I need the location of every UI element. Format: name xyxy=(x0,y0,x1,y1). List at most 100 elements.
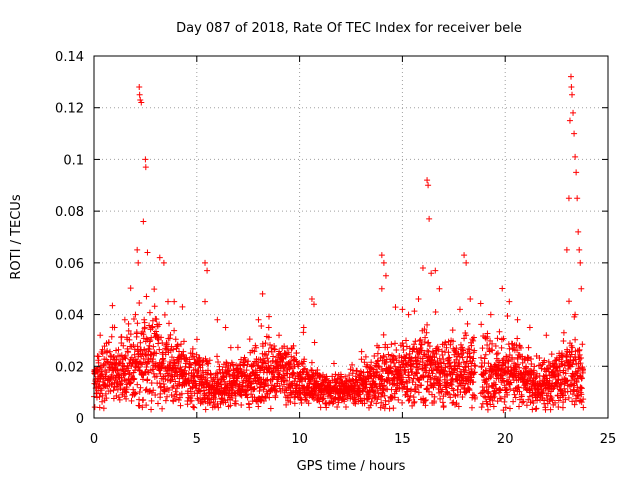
data-point xyxy=(536,355,543,362)
data-point xyxy=(266,394,273,401)
data-point xyxy=(241,362,248,369)
data-point xyxy=(265,359,272,366)
data-point xyxy=(467,296,474,303)
data-point xyxy=(363,381,370,388)
data-point xyxy=(148,406,155,413)
data-point xyxy=(291,400,298,407)
data-point xyxy=(122,352,129,359)
data-point xyxy=(148,380,155,387)
data-point xyxy=(308,296,315,303)
data-point xyxy=(222,324,229,331)
data-point xyxy=(423,329,430,336)
data-point xyxy=(234,344,241,351)
data-point xyxy=(166,335,173,342)
data-point xyxy=(367,402,374,409)
data-point xyxy=(447,394,454,401)
data-point xyxy=(219,396,226,403)
data-point xyxy=(146,309,153,316)
data-point xyxy=(257,367,264,374)
data-point xyxy=(232,400,239,407)
data-points xyxy=(91,73,587,414)
data-point xyxy=(505,358,512,365)
data-point xyxy=(290,342,297,349)
data-point xyxy=(361,359,368,366)
data-point xyxy=(288,381,295,388)
data-point xyxy=(390,381,397,388)
data-point xyxy=(456,306,463,313)
data-point xyxy=(399,399,406,406)
data-point xyxy=(187,388,194,395)
data-point xyxy=(298,374,305,381)
data-point xyxy=(368,359,375,366)
data-point xyxy=(395,396,402,403)
data-point xyxy=(472,363,479,370)
data-point xyxy=(121,393,128,400)
data-point xyxy=(415,389,422,396)
data-point xyxy=(429,370,436,377)
data-point xyxy=(403,351,410,358)
data-point xyxy=(261,357,268,364)
data-point xyxy=(559,404,566,411)
data-point xyxy=(464,320,471,327)
data-point xyxy=(111,324,118,331)
data-point xyxy=(553,364,560,371)
data-point xyxy=(371,352,378,359)
data-point xyxy=(573,169,580,176)
data-point xyxy=(478,354,485,361)
data-point xyxy=(319,396,326,403)
data-point xyxy=(533,374,540,381)
data-point xyxy=(260,386,267,393)
data-point xyxy=(399,306,406,313)
data-point xyxy=(526,324,533,331)
data-point xyxy=(286,374,293,381)
data-point xyxy=(381,392,388,399)
data-point xyxy=(432,267,439,274)
data-point xyxy=(576,351,583,358)
data-point xyxy=(498,372,505,379)
data-point xyxy=(295,363,302,370)
data-point xyxy=(137,384,144,391)
data-point xyxy=(282,362,289,369)
x-tick-label: 5 xyxy=(193,432,201,447)
data-point xyxy=(560,329,567,336)
data-point xyxy=(143,402,150,409)
data-point xyxy=(400,384,407,391)
data-point xyxy=(514,335,521,342)
data-point xyxy=(500,335,507,342)
data-point xyxy=(304,368,311,375)
data-point xyxy=(99,398,106,405)
data-point xyxy=(277,362,284,369)
data-point xyxy=(393,347,400,354)
data-point xyxy=(538,365,545,372)
data-point xyxy=(525,344,532,351)
data-point xyxy=(386,405,393,412)
data-point xyxy=(237,361,244,368)
data-point xyxy=(371,395,378,402)
data-point xyxy=(424,385,431,392)
data-point xyxy=(287,399,294,406)
data-point xyxy=(132,311,139,318)
data-point xyxy=(146,346,153,353)
data-point xyxy=(302,365,309,372)
data-point xyxy=(259,343,266,350)
data-point xyxy=(446,354,453,361)
data-point xyxy=(349,361,356,368)
data-point xyxy=(506,405,513,412)
data-point xyxy=(179,303,186,310)
data-point xyxy=(95,353,102,360)
data-point xyxy=(342,403,349,410)
data-point xyxy=(143,293,150,300)
data-point xyxy=(109,302,116,309)
data-point xyxy=(424,321,431,328)
data-point xyxy=(555,397,562,404)
data-point xyxy=(243,367,250,374)
data-point xyxy=(478,321,485,328)
data-point xyxy=(565,394,572,401)
data-point xyxy=(569,91,576,98)
data-point xyxy=(378,373,385,380)
data-point xyxy=(310,301,317,308)
data-point xyxy=(115,394,122,401)
data-point xyxy=(163,341,170,348)
data-point xyxy=(555,372,562,379)
data-point xyxy=(227,344,234,351)
